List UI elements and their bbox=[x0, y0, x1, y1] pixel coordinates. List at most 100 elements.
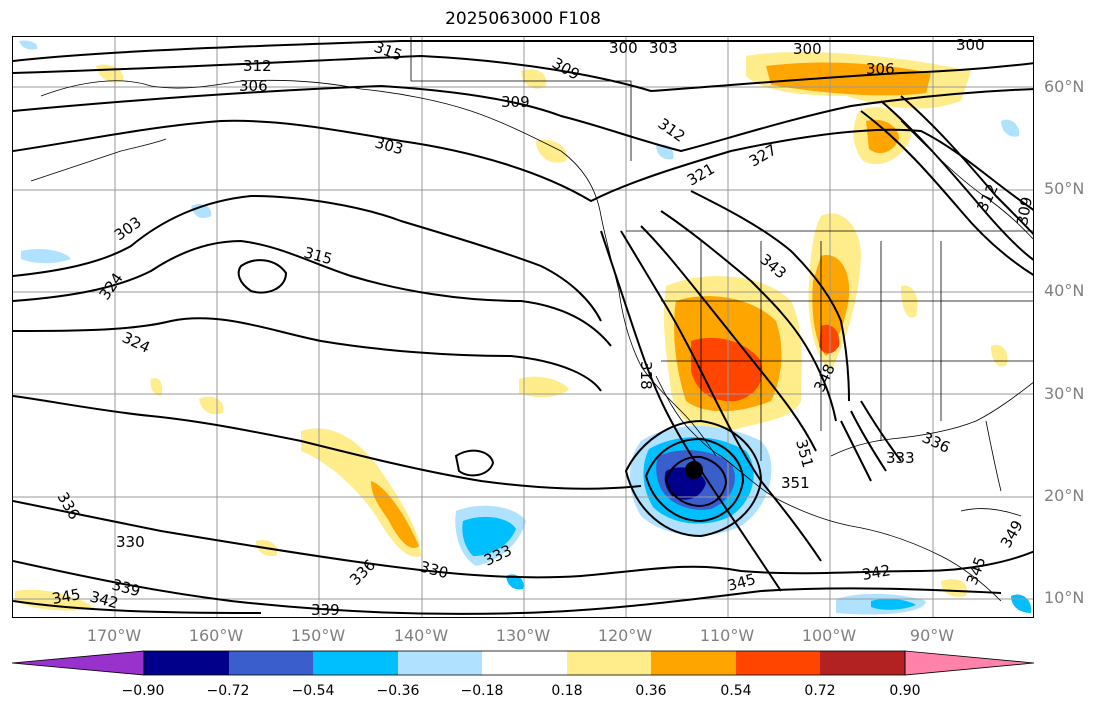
lat-label: 40°N bbox=[1044, 281, 1085, 300]
contour-label: 345 bbox=[51, 585, 82, 608]
storm-center-marker bbox=[685, 461, 703, 479]
contour-label: 303 bbox=[373, 133, 405, 158]
negative-shading bbox=[1011, 594, 1032, 613]
contour-label: 309 bbox=[501, 93, 530, 111]
aleutian-chain bbox=[30, 138, 167, 182]
shaded-anomaly-field bbox=[15, 40, 1032, 615]
colorbar-segment bbox=[144, 651, 229, 675]
positive-shading bbox=[536, 139, 567, 163]
contour-label: 336 bbox=[54, 489, 84, 523]
contour-label: 339 bbox=[311, 601, 340, 618]
positive-shading bbox=[819, 324, 840, 354]
contour-label: 315 bbox=[302, 243, 334, 268]
contour-label: 333 bbox=[886, 449, 915, 467]
positive-shading bbox=[519, 376, 569, 398]
colorbar bbox=[11, 650, 1035, 676]
colorbar-segment bbox=[820, 651, 905, 675]
negative-shading bbox=[21, 248, 71, 264]
colorbar-segment bbox=[567, 651, 651, 675]
contour-label: 345 bbox=[963, 554, 990, 587]
mexico-coast bbox=[720, 455, 1002, 602]
contour-label: 342 bbox=[861, 561, 892, 584]
colorbar-tick: 0.54 bbox=[720, 683, 752, 699]
lat-label: 20°N bbox=[1044, 486, 1085, 505]
colorbar-tick: 0.36 bbox=[635, 683, 667, 699]
contour-label: 312 bbox=[243, 57, 272, 75]
contour-label: 300 bbox=[609, 39, 638, 57]
state-lines bbox=[661, 241, 1033, 461]
positive-shading bbox=[15, 589, 96, 611]
alaska-coast bbox=[40, 79, 602, 217]
contour-label: 318 bbox=[637, 361, 655, 390]
lat-label: 30°N bbox=[1044, 384, 1085, 403]
contour-label: 309 bbox=[549, 54, 583, 84]
contour-label: 312 bbox=[655, 115, 689, 146]
colorbar-tick: −0.90 bbox=[121, 683, 165, 699]
colorbar-tick: 0.72 bbox=[804, 683, 836, 699]
colorbar-segment bbox=[482, 651, 567, 675]
positive-shading bbox=[521, 69, 547, 89]
contour-label: 300 bbox=[793, 40, 822, 58]
positive-shading bbox=[991, 344, 1008, 367]
contour-label: 327 bbox=[746, 141, 780, 171]
lon-label: 150°W bbox=[290, 626, 346, 645]
colorbar-extend-low bbox=[11, 650, 145, 676]
contour-label: 306 bbox=[239, 77, 268, 95]
contour-label: 349 bbox=[997, 517, 1027, 551]
cuba-coast bbox=[960, 508, 1022, 517]
colorbar-segment bbox=[398, 651, 482, 675]
alaska-yukon-border bbox=[410, 37, 632, 161]
positive-shading bbox=[199, 396, 224, 415]
colorbar-tick: 0.18 bbox=[551, 683, 583, 699]
lat-label: 50°N bbox=[1044, 179, 1085, 198]
contour-label: 300 bbox=[956, 37, 985, 54]
contour-label: 351 bbox=[781, 474, 810, 492]
lon-label: 130°W bbox=[495, 626, 551, 645]
contour-label: 324 bbox=[119, 328, 153, 356]
contour-label: 324 bbox=[96, 270, 127, 304]
lon-label: 140°W bbox=[393, 626, 449, 645]
colorbar-tick: −0.72 bbox=[206, 683, 250, 699]
contour-label: 336 bbox=[919, 428, 953, 456]
map-title: 2025063000 F108 bbox=[445, 9, 601, 29]
colorbar-tick: −0.18 bbox=[460, 683, 504, 699]
lon-label: 170°W bbox=[86, 626, 142, 645]
height-contours bbox=[13, 39, 1033, 615]
negative-shading bbox=[871, 598, 916, 610]
lat-label: 60°N bbox=[1044, 77, 1085, 96]
colorbar-segment bbox=[229, 651, 313, 675]
positive-shading bbox=[371, 481, 419, 549]
colorbar-tick: 0.90 bbox=[889, 683, 921, 699]
colorbar-tick: −0.54 bbox=[291, 683, 335, 699]
colorbar-extend-high bbox=[904, 650, 1035, 676]
colorbar-segment bbox=[651, 651, 736, 675]
colorbar-tick: −0.36 bbox=[376, 683, 420, 699]
colorbar-segment bbox=[736, 651, 820, 675]
positive-shading bbox=[150, 378, 163, 396]
contour-label: 330 bbox=[116, 533, 145, 551]
contour-label: 351 bbox=[792, 437, 817, 469]
lon-label: 160°W bbox=[188, 626, 244, 645]
baja-california bbox=[655, 375, 722, 457]
negative-shading bbox=[462, 516, 516, 556]
negative-shading bbox=[1001, 119, 1020, 137]
positive-shading bbox=[941, 579, 967, 597]
lon-label: 120°W bbox=[597, 626, 653, 645]
map-area: 315 312 306 309 300 303 300 306 300 309 … bbox=[12, 36, 1034, 618]
contour-label: 330 bbox=[418, 557, 450, 582]
negative-shading bbox=[506, 574, 524, 590]
florida-coast bbox=[985, 420, 1002, 492]
lon-label: 90°W bbox=[909, 626, 955, 645]
hudson-bay-coast bbox=[900, 120, 1033, 240]
contour-label: 309 bbox=[1013, 195, 1034, 226]
positive-shading bbox=[96, 64, 124, 83]
gulf-coast bbox=[830, 382, 1033, 457]
contour-label: 303 bbox=[649, 39, 678, 57]
contour-label: 306 bbox=[866, 60, 895, 78]
lon-label: 100°W bbox=[801, 626, 857, 645]
negative-shading bbox=[19, 40, 38, 50]
contour-label: 348 bbox=[810, 361, 838, 395]
positive-shading bbox=[866, 119, 899, 154]
contour-label: 343 bbox=[756, 250, 790, 282]
lat-label: 10°N bbox=[1044, 588, 1085, 607]
